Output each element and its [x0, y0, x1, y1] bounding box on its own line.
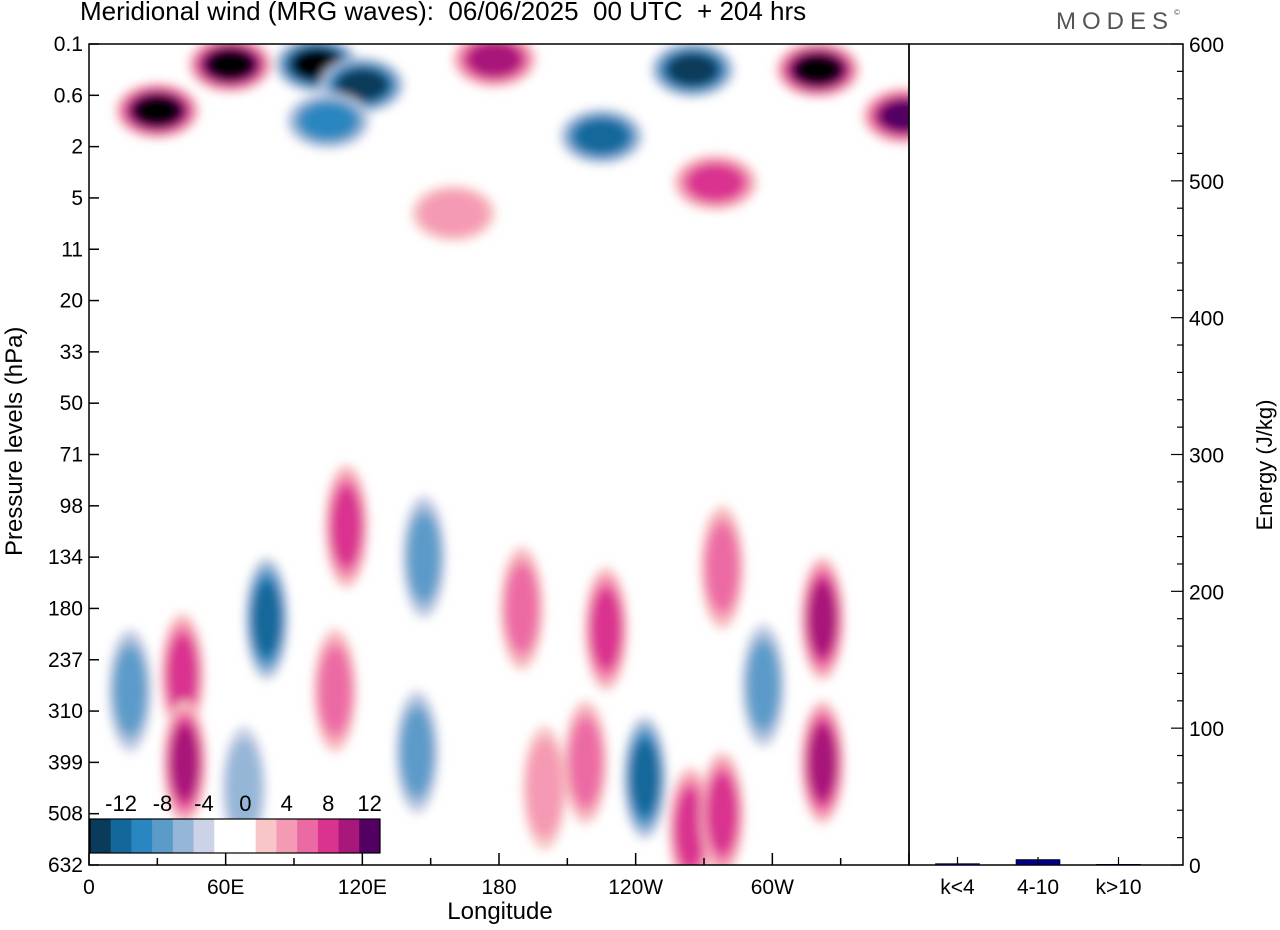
wind-anomaly-negative-19: [401, 495, 446, 620]
colorbar-swatch: [276, 819, 298, 853]
pressure-tick-label: 98: [60, 495, 83, 518]
colorbar-swatch: [359, 819, 381, 853]
wind-anomaly-negative-29: [741, 623, 786, 748]
colorbar-label: 0: [239, 791, 251, 816]
wind-anomaly-negative-7: [650, 44, 735, 98]
energy-tick-label: 0: [1189, 855, 1201, 878]
wind-anomaly-positive-18: [313, 628, 357, 753]
x-axis-label: Longitude: [447, 898, 553, 925]
y-axis-label: Pressure levels (hPa): [1, 326, 28, 556]
colorbar: -12 -8 -4 0 4 8 12: [89, 791, 382, 854]
colorbar-swatch: [317, 819, 340, 853]
pressure-tick-label: 50: [60, 392, 83, 415]
energy-tick-label: 200: [1189, 581, 1224, 604]
wind-anomaly-positive-21: [499, 546, 544, 671]
colorbar-label: 12: [357, 791, 381, 816]
wind-anomaly-positive-11: [411, 185, 496, 242]
energy-category-label: 4-10: [1017, 876, 1059, 899]
wind-anomaly-positive-31: [800, 700, 845, 825]
wind-anomaly-positive-28: [700, 505, 745, 630]
wind-anomaly-negative-25: [622, 715, 667, 840]
longitude-tick-label: 60E: [207, 876, 244, 899]
brand-logo: MODES©: [1056, 8, 1180, 36]
wind-anomaly-positive-1: [188, 44, 273, 93]
pressure-tick-label: 237: [48, 649, 83, 672]
colorbar-swatch: [90, 819, 112, 853]
pressure-tick-label: 180: [48, 597, 83, 620]
pressure-tick-label: 134: [48, 546, 83, 569]
energy-tick-label: 400: [1189, 308, 1224, 331]
energy-panel-frame: [908, 43, 1184, 866]
wind-anomaly-positive-5: [452, 44, 537, 88]
pressure-tick-label: 2: [71, 136, 83, 159]
colorbar-label: -4: [194, 791, 214, 816]
longitude-tick-label: 120E: [338, 876, 387, 899]
longitude-axis: 0 60E 120E 180 120W 60W: [83, 853, 910, 899]
colorbar-label: -8: [153, 791, 173, 816]
wind-anomaly-positive-23: [584, 566, 629, 691]
colorbar-swatch: [172, 819, 195, 853]
pressure-tick-label: 20: [60, 290, 83, 313]
heatmap-plot: [89, 44, 909, 865]
pressure-tick-label: 0.1: [54, 33, 83, 56]
wind-anomaly-positive-13: [162, 700, 207, 825]
pressure-tick-label: 71: [60, 444, 83, 467]
energy-tick-label: 100: [1189, 718, 1224, 741]
wind-anomaly-positive-9: [862, 87, 909, 144]
pressure-tick-label: 0.6: [54, 84, 83, 107]
energy-tick-label: 600: [1189, 34, 1224, 57]
longitude-tick-label: 180: [481, 876, 516, 899]
energy-tick-label: 500: [1189, 171, 1224, 194]
wind-anomaly-positive-10: [673, 154, 758, 211]
wind-anomaly-positive-24: [563, 700, 608, 825]
energy-tick-label: 300: [1189, 445, 1224, 468]
wind-anomaly-positive-0: [115, 82, 200, 139]
wind-anomaly-negative-6: [559, 108, 644, 165]
colorbar-swatch: [255, 819, 277, 853]
colorbar-swatch: [338, 819, 360, 853]
pressure-tick-label: 310: [48, 700, 83, 723]
colorbar-swatch: [131, 819, 153, 853]
pressure-tick-label: 33: [60, 341, 83, 364]
wind-anomaly-negative-14: [108, 628, 152, 753]
brand-name: MODES: [1056, 8, 1175, 35]
chart-title: Meridional wind (MRG waves): 06/06/2025 …: [80, 0, 807, 26]
energy-axis-label: Energy (J/kg): [1252, 399, 1277, 531]
pressure-tick-label: 508: [48, 803, 83, 826]
colorbar-frame: [89, 818, 381, 854]
wind-anomaly-negative-4: [286, 92, 371, 149]
colorbar-swatch: [235, 819, 257, 853]
wind-anomaly-positive-27: [700, 751, 745, 865]
wind-anomaly-positive-30: [800, 556, 845, 681]
longitude-tick-label: 60W: [751, 876, 794, 899]
pressure-axis: 0.1 0.6 2 5 11 20 33 50 71 98 134 180 237 310 399 508 63…: [48, 33, 99, 877]
energy-bar-chart: 0 100 200 300 400 500 600 k<4 4-10 k>10: [908, 34, 1224, 899]
colorbar-swatch: [152, 819, 174, 853]
pressure-tick-label: 11: [61, 238, 83, 261]
colorbar-swatch: [110, 819, 132, 853]
wind-anomaly-positive-8: [775, 44, 860, 98]
wind-anomaly-negative-15: [244, 556, 289, 681]
energy-category-label: k>10: [1095, 876, 1141, 899]
colorbar-label: -12: [105, 791, 137, 816]
pressure-tick-label: 5: [71, 187, 83, 210]
wind-anomaly-positive-26: [668, 767, 713, 865]
colorbar-swatch: [297, 819, 319, 853]
colorbar-swatch: [193, 819, 215, 853]
pressure-tick-label: 632: [48, 854, 83, 877]
pressure-tick-label: 399: [48, 751, 83, 774]
wind-anomaly-negative-20: [395, 690, 439, 815]
wind-anomaly-positive-22: [522, 726, 567, 851]
colorbar-label: 4: [281, 791, 293, 816]
colorbar-swatch: [214, 819, 236, 853]
brand-mark: ©: [1174, 8, 1180, 17]
longitude-tick-label: 120W: [608, 876, 663, 899]
colorbar-label: 8: [322, 791, 334, 816]
energy-category-label: k<4: [940, 876, 975, 899]
wind-anomaly-positive-17: [324, 464, 369, 589]
longitude-tick-label: 0: [83, 876, 95, 899]
